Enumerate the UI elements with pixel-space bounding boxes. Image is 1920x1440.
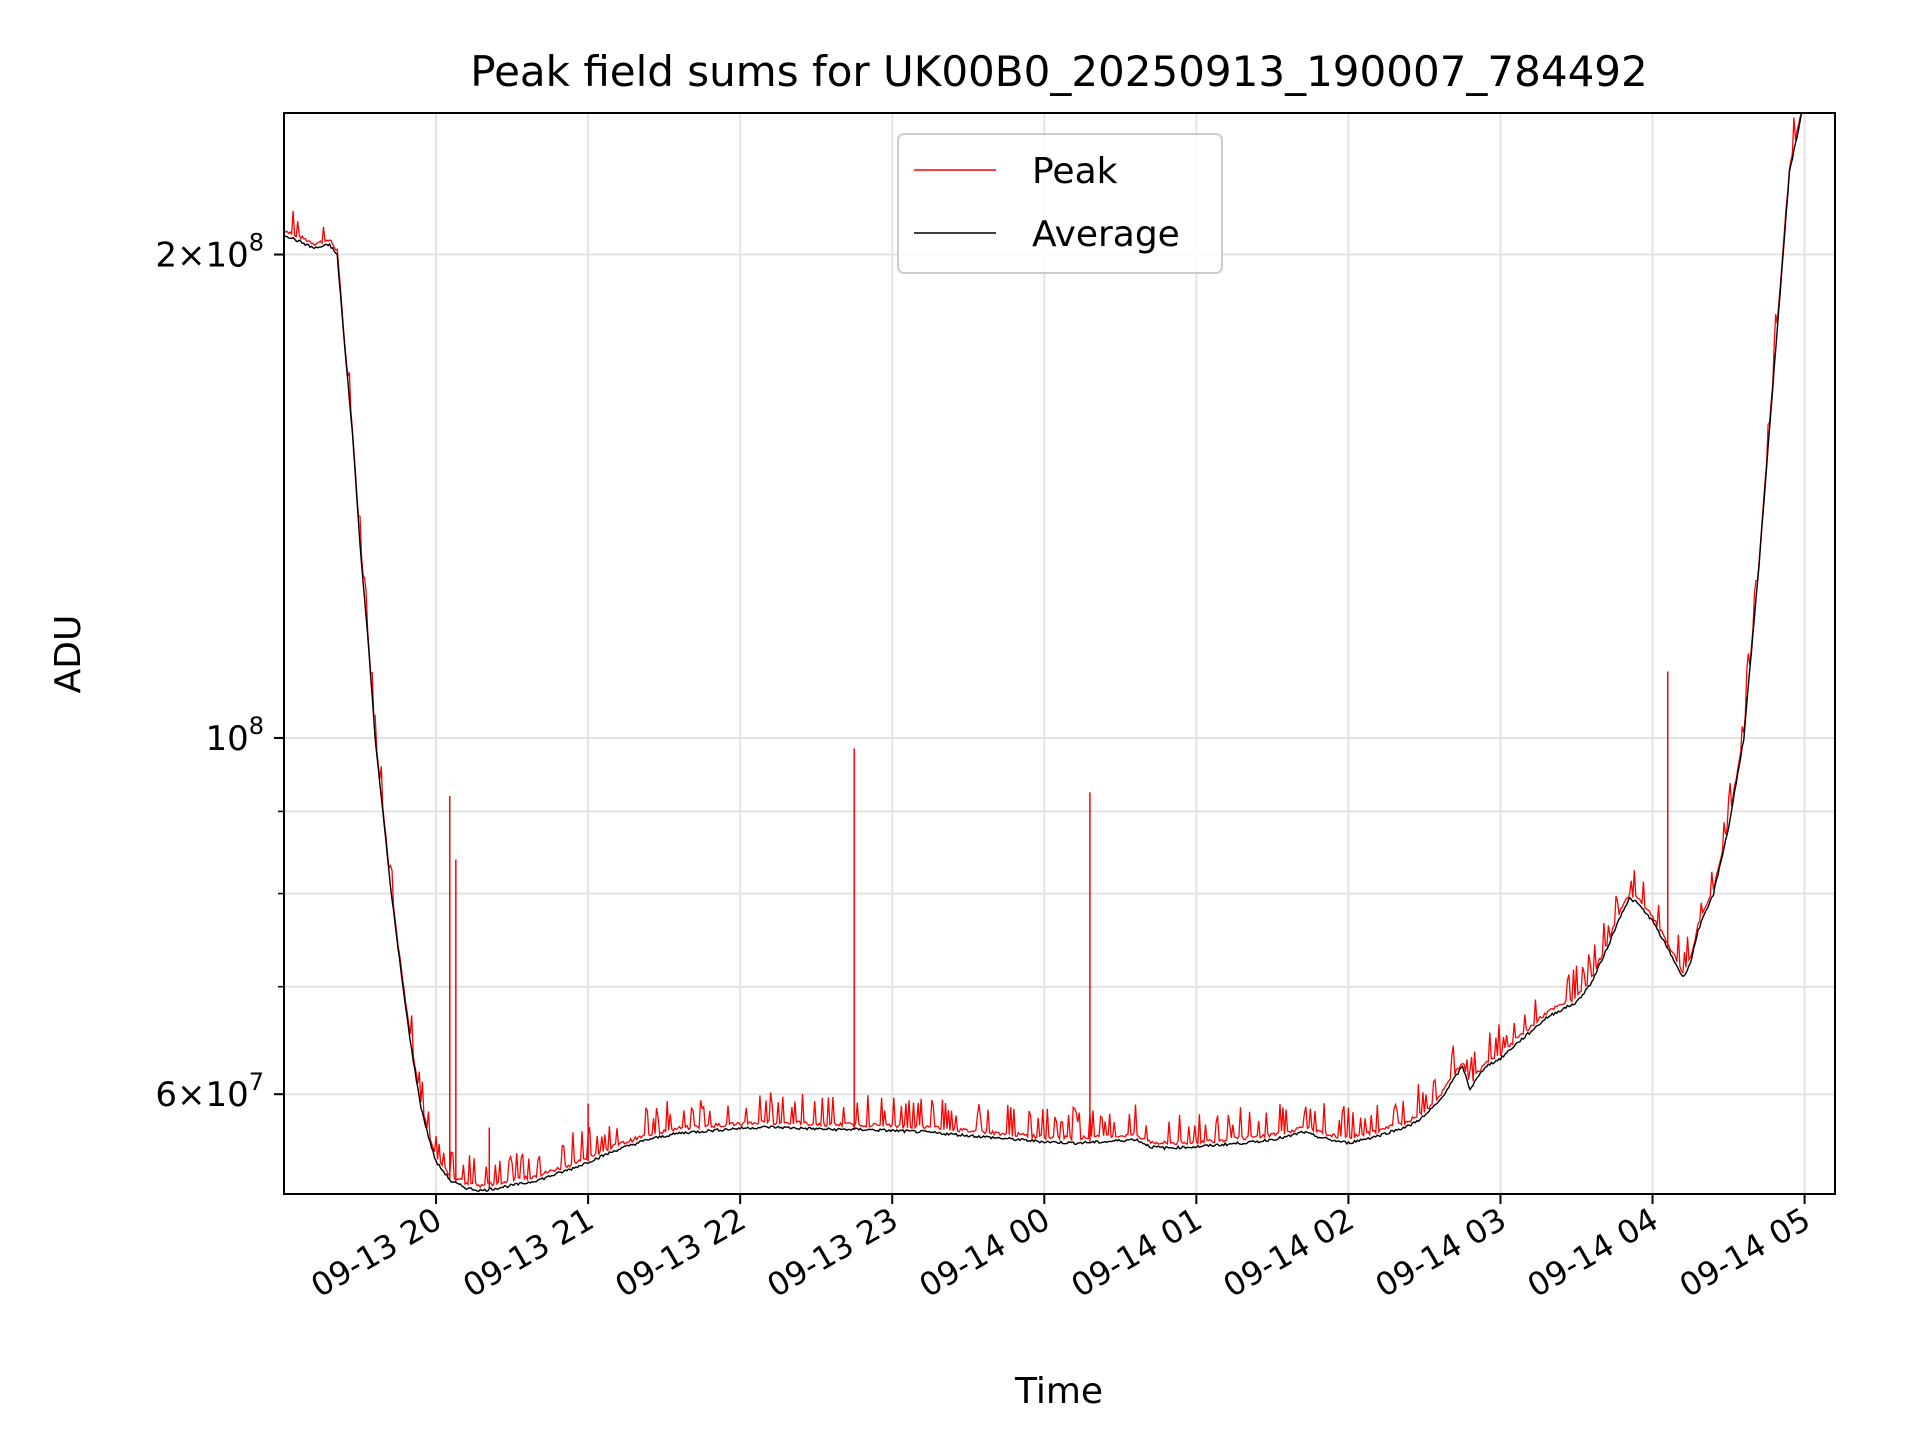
x-tick-label: 09-13 21 bbox=[457, 1200, 601, 1305]
legend-average-label: Average bbox=[1032, 214, 1180, 255]
grid bbox=[284, 113, 1835, 1194]
chart-title: Peak field sums for UK00B0_20250913_1900… bbox=[470, 47, 1648, 96]
x-axis-label: Time bbox=[1014, 1371, 1103, 1412]
x-tick-label: 09-14 03 bbox=[1369, 1200, 1513, 1305]
plot-area bbox=[284, 113, 1804, 1193]
x-tick-label: 09-13 23 bbox=[761, 1200, 905, 1305]
x-tick-label: 09-14 01 bbox=[1065, 1200, 1209, 1305]
y-tick-label: 108 bbox=[205, 712, 264, 759]
x-tick-label: 09-14 00 bbox=[913, 1200, 1057, 1305]
y-tick-label: 2×108 bbox=[155, 229, 264, 276]
peak-series-line bbox=[284, 113, 1804, 1189]
x-axis: 09-13 20 09-13 21 09-13 22 09-13 23 09-14 00… bbox=[304, 1194, 1817, 1305]
y-axis-label: ADU bbox=[48, 615, 89, 694]
x-tick-label: 09-13 20 bbox=[304, 1200, 448, 1305]
legend-peak-label: Peak bbox=[1032, 151, 1118, 192]
legend: Peak Average bbox=[897, 133, 1223, 274]
series-group bbox=[284, 113, 1804, 1193]
x-tick-label: 09-14 04 bbox=[1521, 1200, 1665, 1305]
legend-box bbox=[897, 133, 1223, 274]
x-tick-label: 09-14 05 bbox=[1673, 1200, 1817, 1305]
y-tick-label: 6×107 bbox=[155, 1068, 264, 1115]
y-axis: 6×107 108 2×108 bbox=[155, 229, 284, 1115]
x-tick-label: 09-13 22 bbox=[609, 1200, 753, 1305]
average-series-line bbox=[284, 113, 1804, 1193]
x-tick-label: 09-14 02 bbox=[1217, 1200, 1361, 1305]
plot-frame bbox=[283, 112, 1836, 1195]
